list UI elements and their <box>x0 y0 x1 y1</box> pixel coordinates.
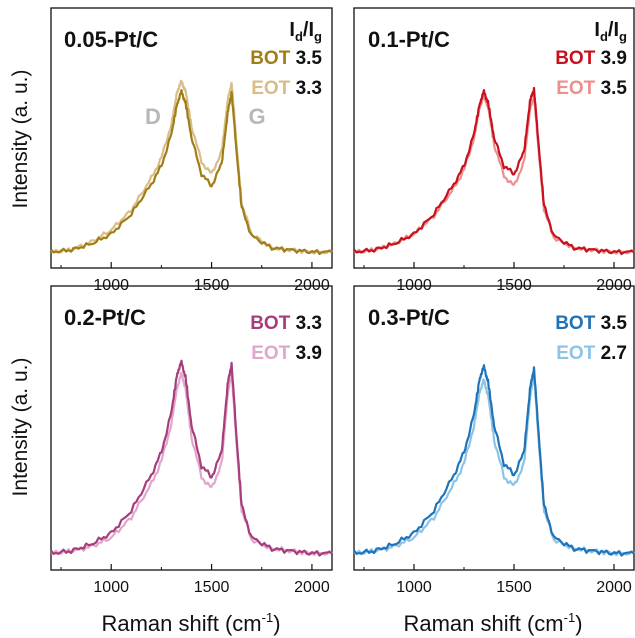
x-tick-label: 2000 <box>294 579 330 596</box>
legend-entry-bot: BOT 3.9 <box>555 48 627 69</box>
legend-series-name: EOT <box>556 343 600 364</box>
series-line-bot <box>50 88 333 256</box>
legend-entry-bot: BOT 3.5 <box>555 313 627 334</box>
legend-series-name: EOT <box>556 78 600 99</box>
series-line-eot <box>50 371 333 557</box>
legend-series-name: EOT <box>251 78 295 99</box>
legend-series-name: EOT <box>251 343 295 364</box>
ratio-header-left-i: I <box>289 19 295 41</box>
series-line-bot <box>353 86 635 256</box>
x-tick-label: 1500 <box>194 579 230 596</box>
x-tick-label: 1000 <box>93 579 129 596</box>
x-tick-label: 1000 <box>396 579 432 596</box>
series-line-eot <box>353 374 635 557</box>
legend-ratio-value: 2.7 <box>601 343 627 364</box>
legend-ratio-value: 3.5 <box>296 48 323 69</box>
panel-title: 0.3-Pt/C <box>368 305 450 330</box>
y-axis-label-bottom: Intensity (a. u.) <box>9 358 32 497</box>
legend-entry-eot: EOT 3.5 <box>556 78 627 99</box>
series-line-bot <box>50 359 333 557</box>
ratio-header-right-sub1: d <box>600 29 608 44</box>
legend-entry-eot: EOT 3.9 <box>251 343 322 364</box>
x-axis-label-left: Raman shift (cm-1) <box>101 610 280 636</box>
y-axis-label-top: Intensity (a. u.) <box>9 70 32 209</box>
panel-title: 0.05-Pt/C <box>64 27 158 52</box>
legend-ratio-value: 3.5 <box>601 78 628 99</box>
ratio-header-right-i: I <box>594 19 600 41</box>
ratio-header-left-sub2: g <box>314 29 322 44</box>
panel-title: 0.1-Pt/C <box>368 27 450 52</box>
legend-entry-bot: BOT 3.5 <box>250 48 322 69</box>
legend-series-name: BOT <box>555 313 600 334</box>
series-line-bot <box>353 364 635 557</box>
x-axis-label-left-end: ) <box>273 611 280 636</box>
plot-frame <box>353 285 635 571</box>
ratio-header-left-slash: /I <box>303 19 314 41</box>
legend-series-name: BOT <box>555 48 600 69</box>
x-axis-label-right: Raman shift (cm-1) <box>403 610 582 636</box>
x-axis-label-right-end: ) <box>575 611 582 636</box>
ratio-header-left-sub1: d <box>295 29 303 44</box>
x-axis-label-right-sup: -1 <box>564 610 576 625</box>
legend-series-name: BOT <box>250 313 295 334</box>
legend-series-name: BOT <box>250 48 295 69</box>
series-line-eot <box>353 93 635 255</box>
panel-title: 0.2-Pt/C <box>64 305 146 330</box>
peak-g-label: G <box>248 104 265 129</box>
legend-ratio-value: 3.5 <box>601 313 628 334</box>
x-axis-label-left-main: Raman shift (cm <box>101 611 261 636</box>
legend-entry-eot: EOT 3.3 <box>251 78 322 99</box>
series-line-eot <box>50 79 333 255</box>
legend-ratio-value: 3.3 <box>296 78 322 99</box>
x-tick-label: 1500 <box>496 579 532 596</box>
plot-frame <box>50 285 333 571</box>
legend-entry-eot: EOT 2.7 <box>556 343 627 364</box>
plot-frame <box>50 7 333 269</box>
ratio-header-left: Id/Ig <box>289 19 322 44</box>
x-axis-label-left-sup: -1 <box>262 610 274 625</box>
legend-ratio-value: 3.3 <box>296 313 322 334</box>
legend-entry-bot: BOT 3.3 <box>250 313 322 334</box>
ratio-header-right-slash: /I <box>608 19 619 41</box>
x-tick-label: 2000 <box>596 579 632 596</box>
x-axis-label-right-main: Raman shift (cm <box>403 611 563 636</box>
ratio-header-right-sub2: g <box>619 29 627 44</box>
peak-d-label: D <box>145 104 161 129</box>
plot-frame <box>353 7 635 269</box>
legend-ratio-value: 3.9 <box>296 343 322 364</box>
ratio-header-right: Id/Ig <box>594 19 627 44</box>
legend-ratio-value: 3.9 <box>601 48 627 69</box>
